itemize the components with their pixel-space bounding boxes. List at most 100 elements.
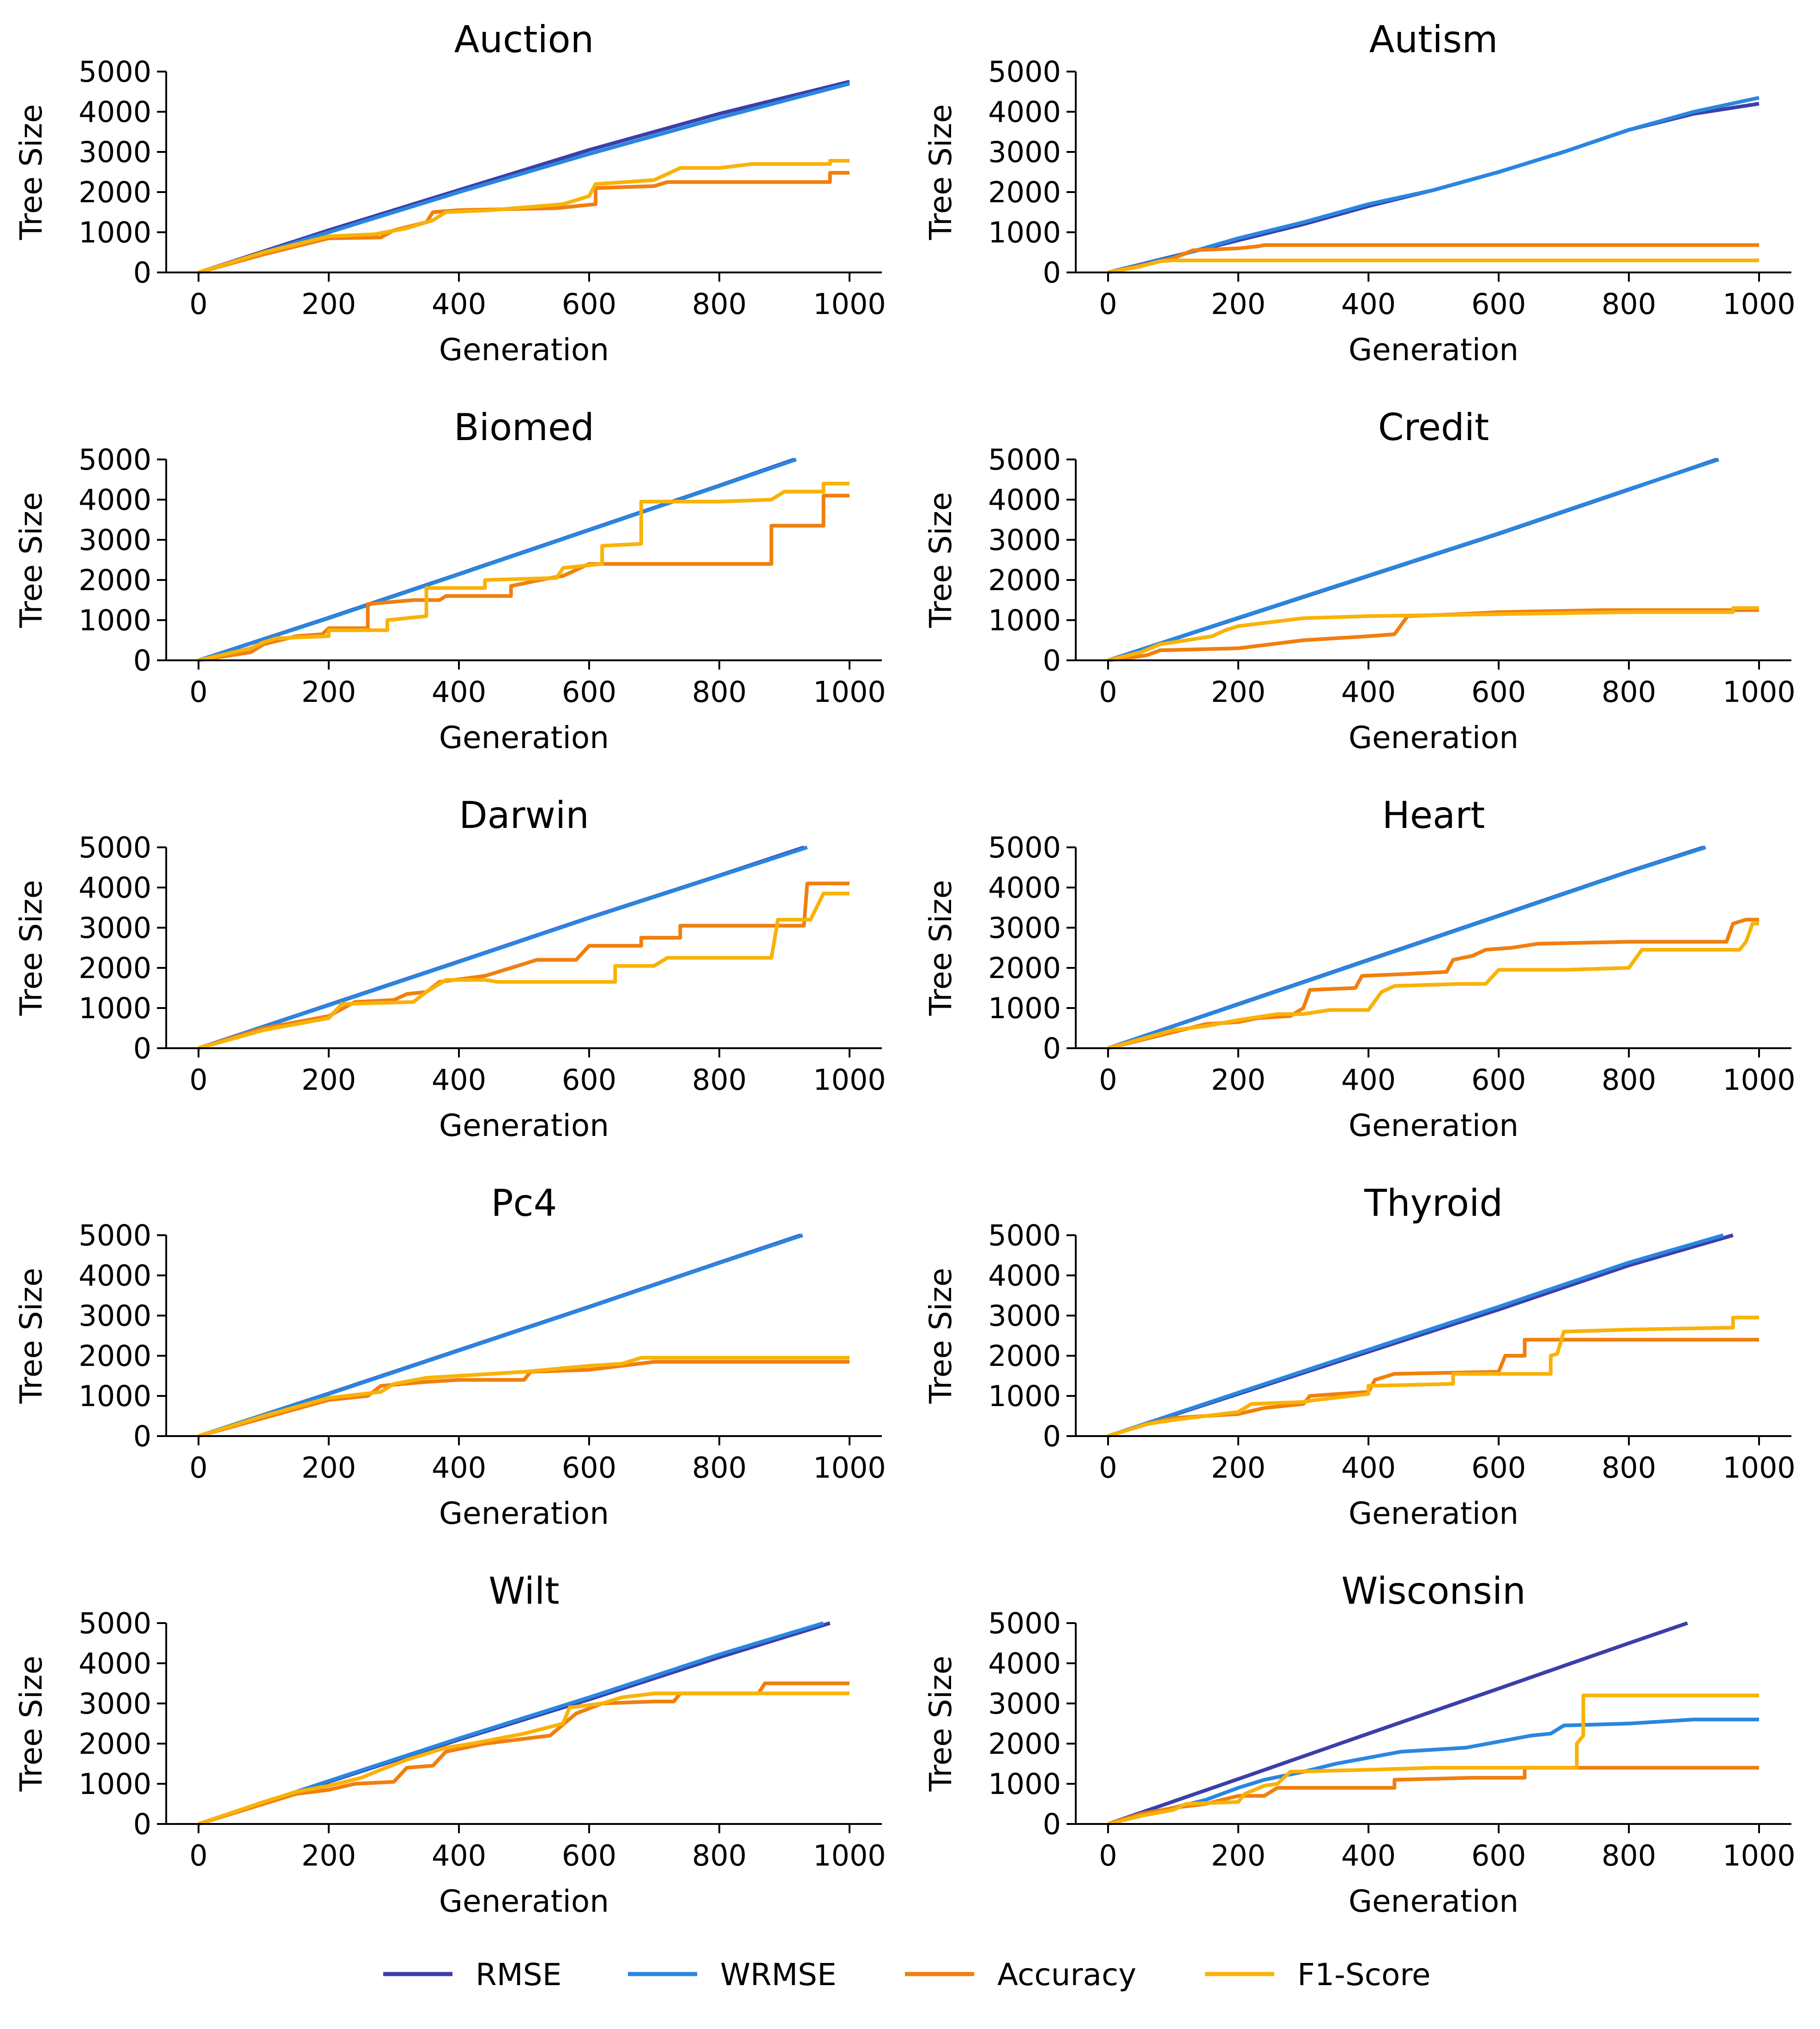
y-axis-label: Tree Size [13, 880, 49, 1016]
x-tick-label: 200 [301, 675, 356, 709]
series-line-f1-score [1107, 922, 1759, 1050]
y-tick-label: 1000 [988, 604, 1061, 637]
y-tick-label: 5000 [78, 443, 151, 477]
y-tick-label: 0 [133, 1807, 151, 1841]
y-tick-label: 1000 [988, 1379, 1061, 1413]
series-line-wrmse [198, 82, 850, 274]
y-tick-label: 4000 [78, 483, 151, 517]
y-tick-label: 4000 [988, 95, 1061, 129]
y-tick-label: 4000 [78, 1647, 151, 1680]
y-tick-label: 1000 [988, 216, 1061, 249]
x-axis-label: Generation [439, 1496, 609, 1531]
x-tick-label: 600 [562, 675, 616, 709]
x-tick-label: 0 [189, 675, 207, 709]
y-tick-label: 5000 [988, 831, 1061, 864]
x-tick-label: 1000 [813, 1839, 886, 1872]
y-tick-label: 2000 [78, 1727, 151, 1761]
x-tick-label: 0 [189, 1451, 207, 1485]
x-tick-label: 800 [1602, 1451, 1656, 1485]
x-tick-label: 600 [1471, 287, 1526, 321]
x-tick-label: 800 [1602, 1839, 1656, 1872]
y-tick-label: 5000 [78, 831, 151, 864]
x-tick-label: 800 [692, 1063, 747, 1097]
y-tick-label: 0 [1043, 256, 1061, 290]
x-axis-label: Generation [1349, 720, 1519, 755]
y-tick-label: 2000 [78, 175, 151, 209]
x-tick-label: 800 [692, 1451, 747, 1485]
panel-biomed: 0 200 400 600 800 1000 0 1000 2000 3000 4000 5000 Bi… [13, 406, 886, 755]
series-line-f1-score [198, 1356, 850, 1438]
x-tick-label: 600 [1471, 1839, 1526, 1872]
x-tick-label: 0 [189, 1063, 207, 1097]
y-tick-label: 0 [133, 1032, 151, 1065]
y-tick-label: 4000 [78, 1259, 151, 1292]
panel-credit: 0 200 400 600 800 1000 0 1000 2000 3000 4000 5000 Cr… [923, 406, 1796, 755]
panel-wilt: 0 200 400 600 800 1000 0 1000 2000 3000 4000 5000 Wi… [13, 1570, 886, 1919]
series-line-accuracy [198, 1681, 850, 1826]
y-tick-label: 1000 [78, 216, 151, 249]
y-axis-label: Tree Size [13, 1656, 49, 1792]
chart-title: Heart [1382, 794, 1485, 837]
y-axis-label: Tree Size [923, 1656, 958, 1792]
series-line-f1-score [1108, 258, 1759, 274]
x-tick-label: 400 [432, 287, 486, 321]
y-axis-label: Tree Size [13, 492, 49, 628]
legend-label: F1-Score [1297, 1957, 1431, 1993]
panel-autism: 0 200 400 600 800 1000 0 1000 2000 3000 4000 5000 Au… [923, 18, 1796, 368]
x-tick-label: 1000 [1723, 287, 1796, 321]
x-tick-label: 400 [432, 1063, 486, 1097]
x-tick-label: 600 [562, 1063, 616, 1097]
x-tick-label: 800 [692, 1839, 747, 1872]
x-tick-label: 0 [189, 287, 207, 321]
y-axis-label: Tree Size [923, 880, 958, 1016]
x-axis-label: Generation [439, 1108, 609, 1143]
series-line-f1-score [198, 159, 850, 274]
chart-title: Wisconsin [1341, 1570, 1526, 1612]
legend-label: WRMSE [720, 1957, 837, 1993]
y-tick-label: 3000 [78, 1299, 151, 1333]
x-tick-label: 1000 [813, 675, 886, 709]
x-tick-label: 200 [1211, 1063, 1266, 1097]
x-tick-label: 400 [1341, 675, 1396, 709]
x-tick-label: 400 [432, 675, 486, 709]
y-tick-label: 3000 [78, 911, 151, 945]
y-tick-label: 2000 [988, 563, 1061, 597]
y-tick-label: 3000 [988, 135, 1061, 169]
x-tick-label: 800 [1602, 675, 1656, 709]
y-tick-label: 1000 [988, 991, 1061, 1025]
x-tick-label: 1000 [813, 287, 886, 321]
y-tick-label: 0 [1043, 1032, 1061, 1065]
series-line-accuracy [1108, 608, 1759, 662]
panel-thyroid: 0 200 400 600 800 1000 0 1000 2000 3000 4000 5000 Th… [923, 1182, 1796, 1531]
y-tick-label: 4000 [988, 1259, 1061, 1292]
x-tick-label: 200 [301, 1063, 356, 1097]
series-line-f1-score [198, 1691, 850, 1826]
legend-item-rmse: RMSE [383, 1957, 561, 1993]
y-axis-label: Tree Size [13, 104, 49, 241]
x-tick-label: 200 [1211, 675, 1266, 709]
series-line-wrmse [1108, 1717, 1759, 1826]
x-tick-label: 0 [1099, 1063, 1117, 1097]
x-tick-label: 400 [1341, 1839, 1396, 1872]
series-line-f1-score [198, 892, 850, 1050]
series-line-wrmse [198, 1233, 803, 1438]
chart-title: Biomed [454, 406, 594, 449]
x-axis-label: Generation [439, 720, 609, 755]
x-tick-label: 200 [301, 287, 356, 321]
chart-title: Darwin [459, 794, 589, 837]
x-tick-label: 1000 [813, 1063, 886, 1097]
x-tick-label: 0 [189, 1839, 207, 1872]
y-tick-label: 5000 [988, 55, 1061, 89]
x-tick-label: 600 [1471, 1451, 1526, 1485]
series-line-f1-score [1108, 606, 1759, 662]
y-tick-label: 4000 [78, 95, 151, 129]
x-tick-label: 1000 [813, 1451, 886, 1485]
y-tick-label: 1000 [78, 604, 151, 637]
y-tick-label: 2000 [988, 1727, 1061, 1761]
x-tick-label: 0 [1099, 1451, 1117, 1485]
x-tick-label: 1000 [1723, 1063, 1796, 1097]
x-tick-label: 600 [562, 287, 616, 321]
x-tick-label: 600 [1471, 1063, 1526, 1097]
chart-title: Auction [454, 18, 594, 61]
series-line-accuracy [1107, 1338, 1759, 1438]
